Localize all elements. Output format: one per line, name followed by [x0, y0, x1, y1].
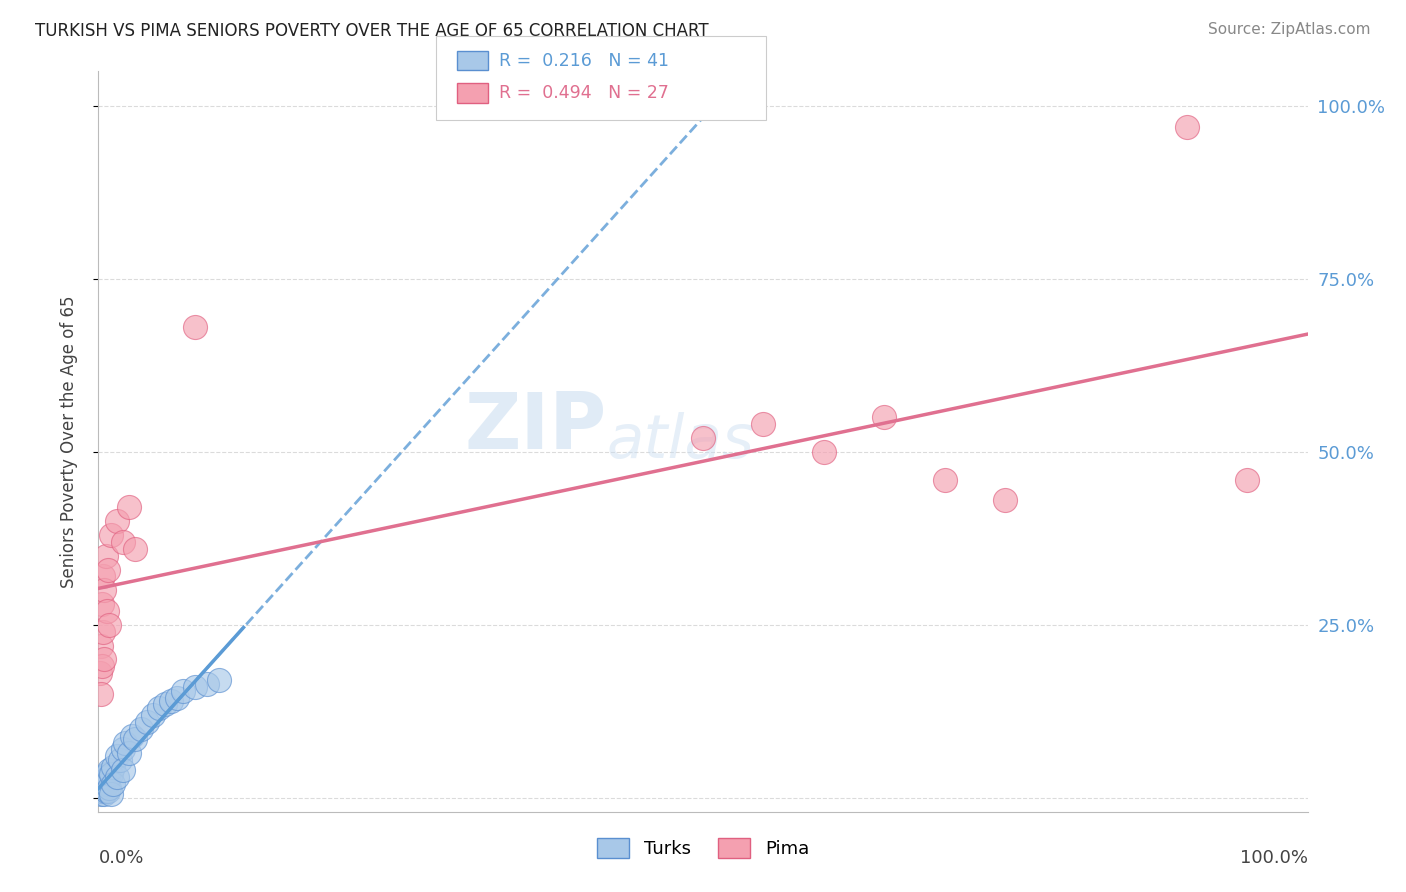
Point — [108, 753, 131, 767]
Point — [111, 763, 134, 777]
Point — [184, 680, 207, 694]
Point — [184, 320, 207, 334]
Point — [124, 732, 146, 747]
Point — [100, 766, 122, 780]
Point — [94, 549, 117, 563]
Point — [135, 714, 157, 729]
Text: R =  0.494   N = 27: R = 0.494 N = 27 — [499, 84, 669, 102]
Point — [172, 683, 194, 698]
Point — [98, 618, 121, 632]
Point — [121, 729, 143, 743]
Point — [93, 770, 115, 784]
Point — [91, 777, 114, 791]
Point — [90, 687, 112, 701]
Point — [129, 722, 152, 736]
Point — [111, 534, 134, 549]
Point — [97, 784, 120, 798]
Point — [90, 639, 112, 653]
Point — [90, 780, 112, 795]
Point — [752, 417, 775, 432]
Point — [692, 431, 714, 445]
Point — [96, 604, 118, 618]
Point — [96, 777, 118, 791]
Point — [94, 777, 117, 791]
Point — [91, 784, 114, 798]
Point — [97, 770, 120, 784]
Y-axis label: Seniors Poverty Over the Age of 65: Seniors Poverty Over the Age of 65 — [59, 295, 77, 588]
Point — [114, 735, 136, 749]
Point — [100, 788, 122, 802]
Point — [91, 773, 114, 788]
Point — [93, 652, 115, 666]
Text: ZIP: ZIP — [464, 389, 606, 465]
Point — [91, 569, 114, 583]
Text: R =  0.216   N = 41: R = 0.216 N = 41 — [499, 52, 669, 70]
Point — [118, 746, 141, 760]
Point — [813, 445, 835, 459]
Point — [1236, 473, 1258, 487]
Point — [994, 493, 1017, 508]
Point — [101, 760, 124, 774]
Point — [160, 694, 183, 708]
Point — [105, 514, 128, 528]
Point — [118, 500, 141, 515]
Point — [90, 788, 112, 802]
Point — [91, 780, 114, 795]
Point — [105, 770, 128, 784]
Text: atlas: atlas — [606, 412, 754, 471]
Point — [142, 707, 165, 722]
Point — [93, 788, 115, 802]
Point — [94, 784, 117, 798]
Point — [89, 666, 111, 681]
Point — [100, 528, 122, 542]
Text: 0.0%: 0.0% — [98, 849, 143, 867]
Point — [91, 624, 114, 639]
Point — [153, 698, 176, 712]
Point — [124, 541, 146, 556]
Text: 100.0%: 100.0% — [1240, 849, 1308, 867]
Point — [105, 749, 128, 764]
Text: Source: ZipAtlas.com: Source: ZipAtlas.com — [1208, 22, 1371, 37]
Point — [101, 777, 124, 791]
Point — [96, 766, 118, 780]
Point — [166, 690, 188, 705]
Point — [934, 473, 956, 487]
Text: TURKISH VS PIMA SENIORS POVERTY OVER THE AGE OF 65 CORRELATION CHART: TURKISH VS PIMA SENIORS POVERTY OVER THE… — [35, 22, 709, 40]
Point — [98, 780, 121, 795]
Point — [195, 676, 218, 690]
Point — [91, 597, 114, 611]
Point — [97, 563, 120, 577]
Point — [91, 659, 114, 673]
Point — [208, 673, 231, 688]
Legend: Turks, Pima: Turks, Pima — [589, 830, 817, 865]
Point — [98, 763, 121, 777]
Point — [148, 701, 170, 715]
Point — [1175, 120, 1198, 134]
Point — [89, 784, 111, 798]
Point — [93, 583, 115, 598]
Point — [873, 410, 896, 425]
Point — [111, 742, 134, 756]
